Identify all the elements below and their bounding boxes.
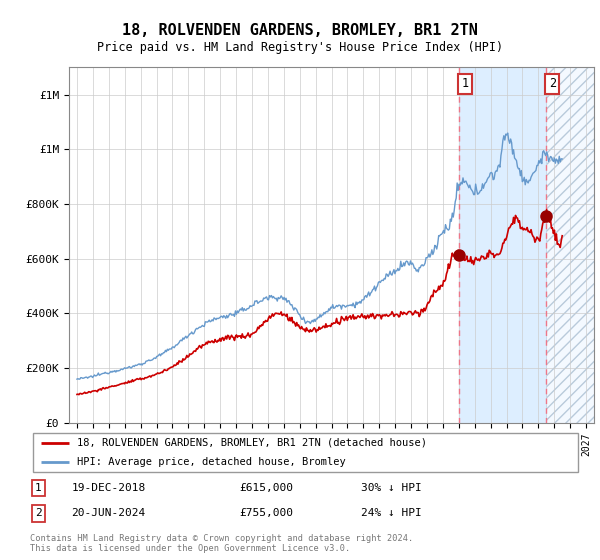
Text: 30% ↓ HPI: 30% ↓ HPI [361, 483, 422, 493]
Text: 24% ↓ HPI: 24% ↓ HPI [361, 508, 422, 519]
Bar [459, 67, 546, 423]
Text: 2: 2 [548, 77, 556, 90]
Text: 18, ROLVENDEN GARDENS, BROMLEY, BR1 2TN: 18, ROLVENDEN GARDENS, BROMLEY, BR1 2TN [122, 23, 478, 38]
Text: Price paid vs. HM Land Registry's House Price Index (HPI): Price paid vs. HM Land Registry's House … [97, 40, 503, 54]
Text: 1: 1 [461, 77, 468, 90]
Text: 19-DEC-2018: 19-DEC-2018 [71, 483, 146, 493]
Text: £615,000: £615,000 [240, 483, 294, 493]
Text: HPI: Average price, detached house, Bromley: HPI: Average price, detached house, Brom… [77, 457, 346, 467]
Text: 18, ROLVENDEN GARDENS, BROMLEY, BR1 2TN (detached house): 18, ROLVENDEN GARDENS, BROMLEY, BR1 2TN … [77, 437, 427, 447]
Text: 20-JUN-2024: 20-JUN-2024 [71, 508, 146, 519]
Text: Contains HM Land Registry data © Crown copyright and database right 2024.
This d: Contains HM Land Registry data © Crown c… [30, 534, 413, 553]
Text: 1: 1 [35, 483, 41, 493]
FancyBboxPatch shape [33, 433, 578, 472]
Bar [546, 67, 600, 423]
Bar [546, 67, 600, 423]
Text: 2: 2 [35, 508, 41, 519]
Text: £755,000: £755,000 [240, 508, 294, 519]
